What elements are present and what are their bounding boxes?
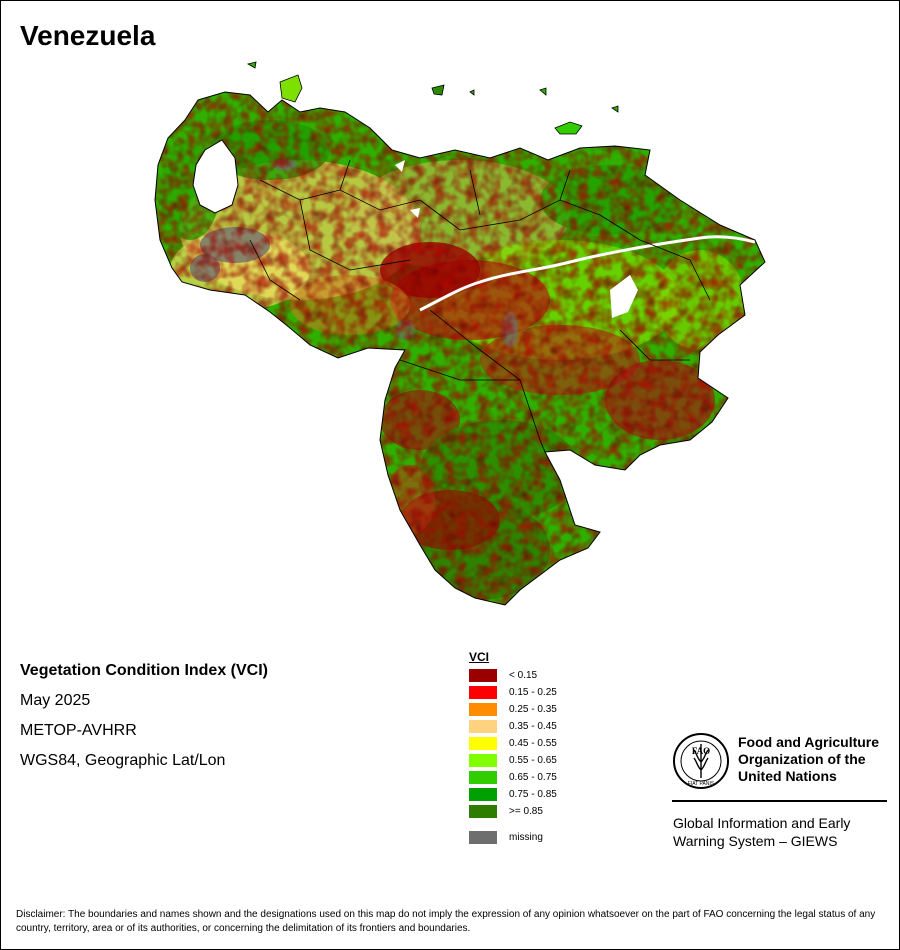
legend-missing: missing — [469, 829, 557, 846]
legend-swatch — [469, 737, 497, 750]
legend-swatch — [469, 669, 497, 682]
info-sensor: METOP-AVHRR — [20, 722, 137, 739]
info-heading: Vegetation Condition Index (VCI) — [20, 662, 268, 679]
islands — [246, 61, 619, 135]
map-info: Vegetation Condition Index (VCI) May 202… — [20, 656, 268, 776]
legend-swatch — [469, 771, 497, 784]
legend-title: VCI — [469, 650, 490, 664]
venezuela-vci-map — [154, 61, 766, 606]
legend-label: < 0.15 — [509, 670, 538, 681]
legend-class-7: 0.75 - 0.85 — [469, 786, 557, 803]
vci-raster — [155, 92, 765, 605]
fao-logo-letters: FAO — [692, 746, 710, 756]
legend-class-3: 0.35 - 0.45 — [469, 718, 557, 735]
legend-label: 0.55 - 0.65 — [509, 755, 557, 766]
legend-label: 0.65 - 0.75 — [509, 772, 557, 783]
legend-swatch — [469, 703, 497, 716]
legend-swatch — [469, 788, 497, 801]
fao-logo-motto: FIAT PANIS — [688, 781, 715, 787]
giews-line2: Warning System – GIEWS — [673, 833, 838, 849]
legend-swatch — [469, 686, 497, 699]
vci-legend: VCI < 0.15 0.15 - 0.25 0.25 - 0.35 0.35 … — [469, 650, 557, 846]
legend-label: 0.75 - 0.85 — [509, 789, 557, 800]
fao-name-line3: United Nations — [738, 768, 837, 784]
lake-maracaibo — [192, 139, 239, 214]
legend-class-5: 0.55 - 0.65 — [469, 752, 557, 769]
legend-class-1: 0.15 - 0.25 — [469, 684, 557, 701]
legend-swatch — [469, 805, 497, 818]
legend-label: 0.35 - 0.45 — [509, 721, 557, 732]
fao-logo-icon: FAO FIAT PANIS — [673, 733, 729, 789]
info-date: May 2025 — [20, 692, 91, 709]
legend-class-6: 0.65 - 0.75 — [469, 769, 557, 786]
country-outline — [154, 91, 766, 606]
legend-swatch — [469, 754, 497, 767]
legend-label: 0.45 - 0.55 — [509, 738, 557, 749]
legend-label: >= 0.85 — [509, 806, 543, 817]
map-title: Venezuela — [20, 20, 156, 51]
fao-name-line2: Organization of the — [738, 751, 866, 767]
legend-class-4: 0.45 - 0.55 — [469, 735, 557, 752]
legend-label: 0.15 - 0.25 — [509, 687, 557, 698]
legend-class-2: 0.25 - 0.35 — [469, 701, 557, 718]
legend-class-0: < 0.15 — [469, 667, 557, 684]
legend-label-missing: missing — [509, 832, 543, 843]
giews-label: Global Information and Early Warning Sys… — [673, 814, 850, 850]
legend-class-8: >= 0.85 — [469, 803, 557, 820]
legend-swatch — [469, 720, 497, 733]
state-boundaries — [249, 159, 711, 453]
legend-label: 0.25 - 0.35 — [509, 704, 557, 715]
fao-name-line1: Food and Agriculture — [738, 734, 880, 750]
fao-divider — [672, 800, 887, 802]
orinoco-river — [419, 235, 756, 312]
info-projection: WGS84, Geographic Lat/Lon — [20, 752, 226, 769]
legend-swatch-missing — [469, 831, 497, 844]
fao-name: Food and Agriculture Organization of the… — [738, 734, 879, 785]
disclaimer: Disclaimer: The boundaries and names sho… — [16, 909, 876, 934]
giews-line1: Global Information and Early — [673, 815, 851, 831]
